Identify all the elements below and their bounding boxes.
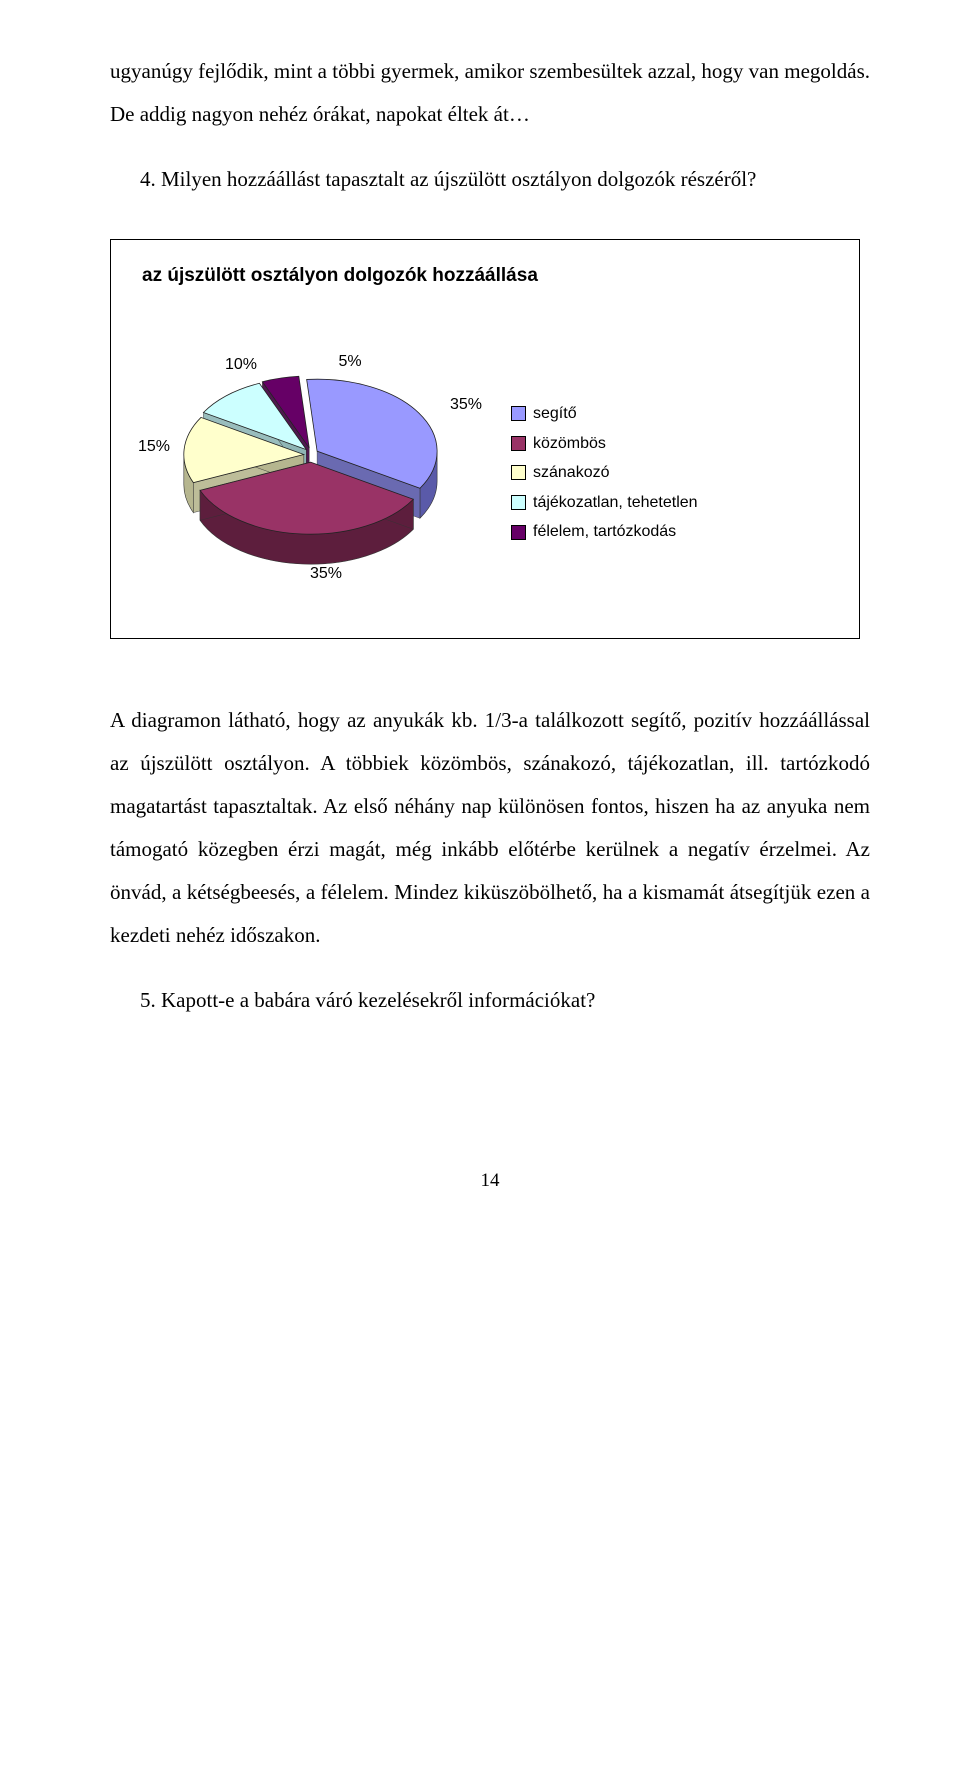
page-number: 14 <box>110 1162 870 1201</box>
legend-swatch <box>511 465 526 480</box>
chart-legend: segítőközömbösszánakozótájékozatlan, teh… <box>491 399 834 547</box>
legend-item: tájékozatlan, tehetetlen <box>511 488 834 518</box>
legend-item: közömbös <box>511 429 834 459</box>
question-4: 4. Milyen hozzáállást tapasztalt az újsz… <box>110 158 870 201</box>
legend-swatch <box>511 406 526 421</box>
intro-paragraph: ugyanúgy fejlődik, mint a többi gyermek,… <box>110 50 870 136</box>
legend-label: segítő <box>533 399 577 429</box>
legend-label: félelem, tartózkodás <box>533 517 676 547</box>
chart-title: az újszülött osztályon dolgozók hozzááll… <box>142 265 834 288</box>
pie-chart: 35% 35% 15% 10% 5% <box>136 343 491 603</box>
question-5: 5. Kapott-e a babára váró kezelésekről i… <box>110 979 870 1022</box>
slice-label: 35% <box>450 396 482 413</box>
chart-container: az újszülött osztályon dolgozók hozzááll… <box>110 239 860 639</box>
legend-label: tájékozatlan, tehetetlen <box>533 488 698 518</box>
slice-label: 35% <box>310 565 342 582</box>
legend-label: közömbös <box>533 429 606 459</box>
slice-label: 10% <box>225 356 257 373</box>
legend-item: félelem, tartózkodás <box>511 517 834 547</box>
slice-label: 15% <box>138 438 170 455</box>
slice-label: 5% <box>338 353 361 370</box>
analysis-paragraph: A diagramon látható, hogy az anyukák kb.… <box>110 699 870 957</box>
legend-label: szánakozó <box>533 458 610 488</box>
legend-swatch <box>511 495 526 510</box>
legend-swatch <box>511 436 526 451</box>
legend-swatch <box>511 525 526 540</box>
legend-item: segítő <box>511 399 834 429</box>
legend-item: szánakozó <box>511 458 834 488</box>
